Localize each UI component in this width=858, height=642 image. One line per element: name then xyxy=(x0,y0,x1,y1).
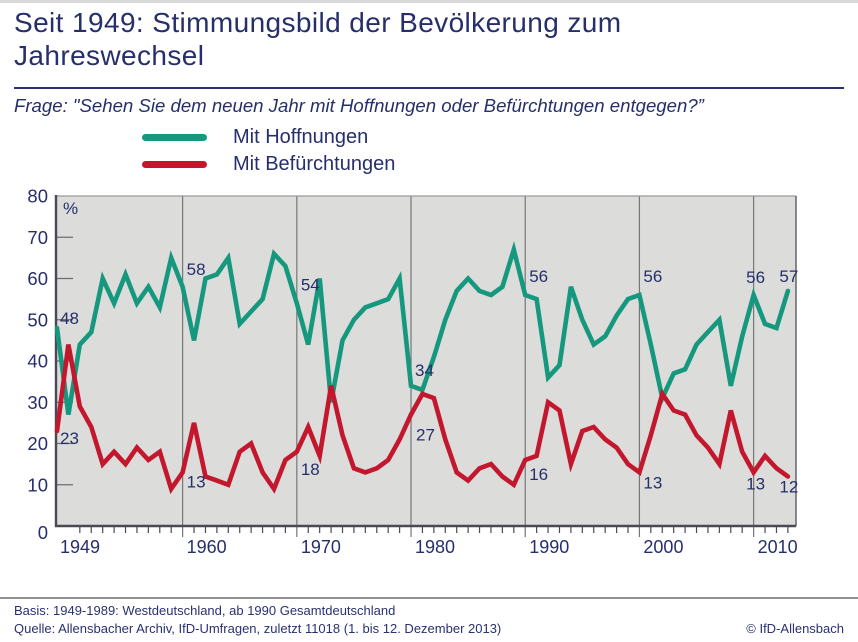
data-label: 57 xyxy=(779,267,798,286)
data-label: 13 xyxy=(643,473,662,492)
hoffnungen-line xyxy=(54,241,791,415)
title-divider xyxy=(14,87,844,89)
basis-note: Basis: 1949-1989: Westdeutschland, ab 19… xyxy=(14,603,396,618)
y-axis-label: 60 xyxy=(27,268,48,289)
line-chart: 48 58 54 34 56 56 56 57 23 13 18 27 16 13 13 12 0 10 20 30 4… xyxy=(27,186,798,557)
data-label: 56 xyxy=(643,267,662,286)
percent-label: % xyxy=(63,199,78,218)
y-axis-label: 30 xyxy=(27,392,48,413)
y-axis-label: 40 xyxy=(27,351,48,372)
data-label: 12 xyxy=(779,478,798,497)
y-axis-label: 50 xyxy=(27,309,48,330)
data-label: 54 xyxy=(301,275,320,294)
y-axis-label: 70 xyxy=(27,227,48,248)
hoffnungen-line-swatch xyxy=(142,134,207,141)
plot-area xyxy=(56,196,796,526)
page-title: Seit 1949: Stimmungsbild der Bevölkerung… xyxy=(14,7,622,71)
x-axis-label: 1980 xyxy=(415,537,455,557)
data-label: 58 xyxy=(187,260,206,279)
befuerchtungen-line xyxy=(54,344,791,495)
data-label: 13 xyxy=(746,474,765,493)
survey-question: Frage: "Sehen Sie dem neuen Jahr mit Hof… xyxy=(14,95,704,116)
x-axis-label: 1990 xyxy=(529,537,569,557)
legend-item-befuerchtungen: Mit Befürchtungen xyxy=(142,151,395,178)
data-label: 34 xyxy=(415,361,434,380)
y-axis-label: 20 xyxy=(27,433,48,454)
befuerchtungen-line-swatch xyxy=(142,161,207,168)
data-label: 56 xyxy=(746,268,765,287)
source-note: Quelle: Allensbacher Archiv, IfD-Umfrage… xyxy=(14,621,502,636)
legend-item-hoffnungen: Mit Hoffnungen xyxy=(142,124,395,151)
footer-divider xyxy=(0,597,858,599)
x-axis-label: 1970 xyxy=(301,537,341,557)
x-axis-label: 1960 xyxy=(187,537,227,557)
legend-label-befuerchtungen: Mit Befürchtungen xyxy=(233,153,396,175)
data-label: 18 xyxy=(301,460,320,479)
y-axis-label: 80 xyxy=(27,186,48,207)
copyright-note: © IfD-Allensbach xyxy=(746,621,844,636)
y-axis-label: 10 xyxy=(27,474,48,495)
top-edge-line xyxy=(0,0,858,3)
data-label: 16 xyxy=(529,465,548,484)
data-label: 23 xyxy=(60,429,79,448)
x-axis-label: 2010 xyxy=(758,537,798,557)
data-label: 56 xyxy=(529,267,548,286)
x-axis-label: 1949 xyxy=(60,537,100,557)
data-label: 48 xyxy=(60,309,79,328)
data-label: 27 xyxy=(416,426,435,445)
x-axis-label: 2000 xyxy=(643,537,683,557)
data-label: 13 xyxy=(187,472,206,491)
legend-label-hoffnungen: Mit Hoffnungen xyxy=(233,126,369,148)
y-axis-label: 0 xyxy=(38,522,48,543)
legend: Mit Hoffnungen Mit Befürchtungen xyxy=(142,124,395,178)
